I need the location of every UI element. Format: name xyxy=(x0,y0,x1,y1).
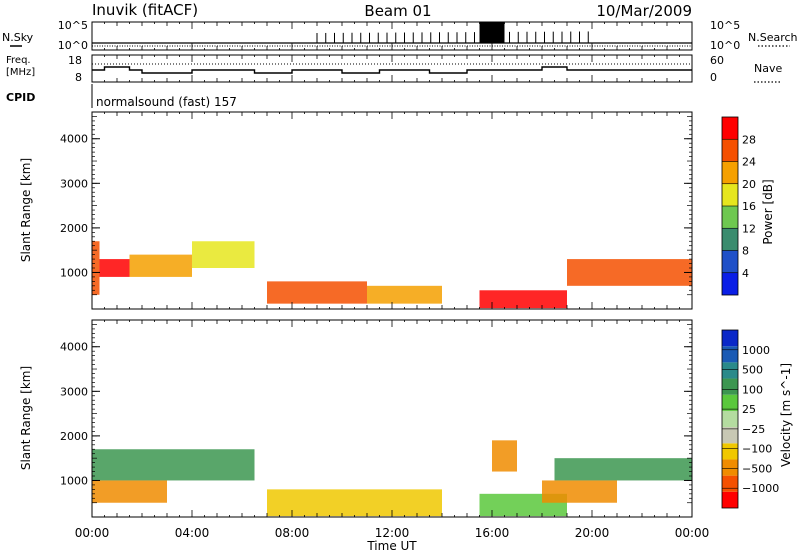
velocity-y-axis: 1000 2000 3000 4000 xyxy=(60,324,692,504)
velocity-y-tick-label-0: 1000 xyxy=(60,474,88,487)
power-colorbar-tick-5: 24 xyxy=(742,156,756,169)
velocity-colorbar-tick-2: −100 xyxy=(742,443,772,456)
nsky-right-tick-top: 10^5 xyxy=(710,19,740,32)
power-colorbar-tick-3: 16 xyxy=(742,200,756,213)
nsky-left-tick-bottom: 10^0 xyxy=(58,39,88,52)
velocity-colorbar-tick-7: 1000 xyxy=(742,344,770,357)
power-colorbar-segment-5 xyxy=(722,161,738,184)
velocity-colorbar-segment-5 xyxy=(722,410,738,428)
velocity-colorbar-segment-10 xyxy=(722,330,738,347)
power-colorbar-segment-0 xyxy=(722,272,738,295)
velocity-colorbar-segment-4 xyxy=(722,427,738,444)
freq-trace xyxy=(92,63,692,74)
freq-label: Freq. xyxy=(6,55,31,66)
velocity-y-tick-label-2: 3000 xyxy=(60,385,88,398)
time-x-axis: 00:00 04:00 08:00 12:00 16:00 20:00 00:00 xyxy=(75,22,710,540)
x-tick-label-3: 12:00 xyxy=(375,526,410,540)
x-tick-label-4: 16:00 xyxy=(475,526,510,540)
power-colorbar: 4 8 12 16 20 24 28 xyxy=(721,116,756,296)
velocity-colorbar-tick-4: 25 xyxy=(742,403,756,416)
velocity-colorbar-tick-3: −25 xyxy=(742,423,765,436)
velocity-echo-region-6 xyxy=(542,480,617,503)
beam-title: Beam 01 xyxy=(364,2,431,20)
velocity-colorbar-segment-2 xyxy=(722,459,738,476)
x-tick-label-1: 04:00 xyxy=(175,526,210,540)
velocity-echo-region-4 xyxy=(492,440,517,472)
power-colorbar-tick-6: 28 xyxy=(742,133,756,146)
cpid-label: CPID xyxy=(6,91,35,104)
freq-right-tick-bottom: 0 xyxy=(710,71,717,84)
power-colorbar-label: Power [dB] xyxy=(761,179,775,244)
velocity-y-tick-label-1: 2000 xyxy=(60,430,88,443)
velocity-colorbar-segment-9 xyxy=(722,346,738,363)
freq-unit-label: [MHz] xyxy=(6,67,35,78)
power-echo-region-0 xyxy=(92,241,100,295)
velocity-echo-region-0 xyxy=(92,449,255,481)
velocity-colorbar-tick-0: −1000 xyxy=(742,482,779,495)
velocity-echo-region-2 xyxy=(267,489,442,517)
power-colorbar-tick-1: 8 xyxy=(742,245,749,258)
power-echo-region-6 xyxy=(479,290,567,309)
power-echo-region-7 xyxy=(567,259,692,286)
nave-label: Nave xyxy=(754,62,782,75)
power-heatmap xyxy=(92,241,692,309)
velocity-echo-region-5 xyxy=(554,458,692,481)
velocity-y-tick-label-3: 4000 xyxy=(60,341,88,354)
power-y-axis: 1000 2000 3000 4000 xyxy=(60,116,692,296)
velocity-colorbar-segment-7 xyxy=(722,378,738,395)
velocity-echo-region-1 xyxy=(92,480,167,503)
velocity-colorbar: −1000 −500 −100 −25 25 100 500 1000 xyxy=(721,329,779,509)
velocity-colorbar-tick-5: 100 xyxy=(742,383,763,396)
nsky-right-tick-bottom: 10^0 xyxy=(710,39,740,52)
velocity-colorbar-segment-8 xyxy=(722,362,738,379)
power-echo-region-3 xyxy=(192,241,255,268)
nsky-left-tick-top: 10^5 xyxy=(58,19,88,32)
power-colorbar-tick-4: 20 xyxy=(742,178,756,191)
x-tick-label-6: 00:00 xyxy=(675,526,710,540)
velocity-colorbar-label: Velocity [m s^-1] xyxy=(779,363,793,467)
nsearch-label: N.Search xyxy=(748,31,798,44)
velocity-colorbar-segment-0 xyxy=(722,491,738,508)
x-tick-label-5: 20:00 xyxy=(575,526,610,540)
freq-right-tick-top: 60 xyxy=(710,54,724,67)
velocity-colorbar-segment-6 xyxy=(722,394,738,411)
station-title: Inuvik (fitACF) xyxy=(92,1,198,19)
x-tick-label-2: 08:00 xyxy=(275,526,310,540)
velocity-colorbar-tick-1: −500 xyxy=(742,462,772,475)
power-colorbar-segment-7 xyxy=(722,117,738,140)
power-y-tick-label-3: 4000 xyxy=(60,133,88,146)
freq-left-tick-bottom: 8 xyxy=(75,71,82,84)
power-y-tick-label-1: 2000 xyxy=(60,222,88,235)
velocity-ylabel: Slant Range [km] xyxy=(19,366,33,470)
power-colorbar-segment-3 xyxy=(722,206,738,229)
power-y-tick-label-0: 1000 xyxy=(60,266,88,279)
freq-left-tick-top: 18 xyxy=(68,54,82,67)
power-colorbar-segment-4 xyxy=(722,183,738,206)
power-echo-region-2 xyxy=(129,254,192,277)
power-y-tick-label-2: 3000 xyxy=(60,177,88,190)
power-colorbar-segment-1 xyxy=(722,250,738,273)
power-echo-region-4 xyxy=(267,281,367,304)
x-axis-label: Time UT xyxy=(366,539,417,553)
power-colorbar-tick-0: 4 xyxy=(742,267,749,280)
velocity-heatmap xyxy=(92,440,692,517)
power-colorbar-tick-2: 12 xyxy=(742,222,756,235)
velocity-colorbar-segment-3 xyxy=(722,443,738,460)
power-echo-region-1 xyxy=(99,259,130,277)
velocity-colorbar-segment-1 xyxy=(722,475,738,492)
power-colorbar-segment-6 xyxy=(722,139,738,162)
x-tick-label-0: 00:00 xyxy=(75,526,110,540)
cpid-value: normalsound (fast) 157 xyxy=(96,95,237,109)
date-title: 10/Mar/2009 xyxy=(596,2,692,20)
power-colorbar-segment-2 xyxy=(722,228,738,251)
velocity-colorbar-tick-6: 500 xyxy=(742,364,763,377)
power-ylabel: Slant Range [km] xyxy=(19,158,33,262)
nsky-label: N.Sky xyxy=(2,31,34,44)
power-echo-region-5 xyxy=(367,285,442,304)
